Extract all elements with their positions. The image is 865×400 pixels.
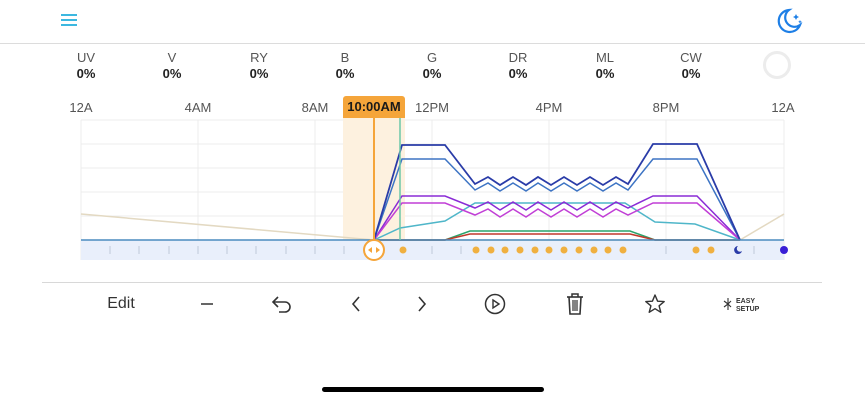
play-button[interactable] (482, 289, 508, 319)
play-icon (484, 293, 506, 315)
channel-v: V 0% (142, 50, 202, 82)
chart-grid (80, 119, 785, 260)
minus-button[interactable] (195, 289, 219, 319)
curve-g (374, 230, 740, 241)
channel-value: 0% (335, 66, 355, 81)
channel-value: 0% (595, 66, 615, 81)
channel-uv: UV 0% (56, 50, 116, 82)
channel-name: RY (250, 50, 268, 65)
schedule-chart[interactable] (0, 0, 865, 280)
channel-name: UV (76, 50, 96, 65)
channel-readouts: UV 0% V 0% RY 0% B 0% G 0% DR 0% ML 0% C… (0, 50, 865, 90)
channel-name: V (167, 50, 177, 65)
channel-name: B (340, 50, 350, 65)
time-label: 8PM (652, 100, 680, 115)
channel-name: G (426, 50, 438, 65)
previous-button[interactable] (344, 289, 368, 319)
channel-dr: DR 0% (488, 50, 548, 82)
channel-ml: ML 0% (575, 50, 635, 82)
chevron-right-icon (418, 296, 427, 312)
moon-marker-icon (734, 246, 742, 254)
easy-setup-icon: EASY SETUP (723, 298, 760, 313)
undo-icon (271, 296, 291, 313)
channel-value: 0% (76, 66, 96, 81)
time-label: 4PM (535, 100, 563, 115)
curve-teal (373, 202, 741, 241)
channel-b: B 0% (315, 50, 375, 82)
time-label: 12A (771, 100, 795, 115)
undo-button[interactable] (270, 289, 294, 319)
curve-ry (373, 195, 741, 241)
channel-value: 0% (681, 66, 701, 81)
moon-icon[interactable] (774, 6, 804, 36)
channel-ry: RY 0% (229, 50, 289, 82)
channel-g: G 0% (402, 50, 462, 82)
channel-name: ML (595, 50, 615, 65)
chevron-left-icon (351, 296, 360, 312)
channel-name: DR (508, 50, 528, 65)
time-label: 4AM (184, 100, 212, 115)
delete-button[interactable] (562, 289, 588, 319)
easy-setup-button[interactable]: EASY SETUP (722, 289, 762, 319)
top-bar (0, 0, 865, 44)
timeline-ticks (109, 246, 755, 254)
channel-name: CW (680, 50, 702, 65)
next-button[interactable] (410, 289, 434, 319)
curve-v (373, 158, 741, 241)
channel-value: 0% (422, 66, 442, 81)
star-icon (645, 294, 665, 313)
channel-value: 0% (508, 66, 528, 81)
curve-dr (374, 233, 740, 241)
time-axis: 12A 4AM 8AM 12PM 4PM 8PM 12A (0, 98, 865, 120)
curve-b (373, 202, 741, 241)
channel-cw: CW 0% (661, 50, 721, 82)
channel-value: 0% (162, 66, 182, 81)
easy-setup-text-2: SETUP (736, 306, 760, 313)
time-label: 8AM (301, 100, 329, 115)
toolbar: Edit (0, 285, 865, 323)
home-indicator (322, 387, 544, 392)
current-time-badge[interactable]: 10:00AM (343, 96, 405, 118)
favorite-button[interactable] (642, 289, 668, 319)
edit-button[interactable]: Edit (96, 289, 146, 319)
menu-icon[interactable] (60, 12, 78, 28)
schedule-points[interactable] (399, 246, 715, 254)
time-drag-handle[interactable] (363, 239, 385, 261)
easy-setup-text-1: EASY (736, 298, 755, 305)
channel-value: 0% (249, 66, 269, 81)
intensity-ring[interactable] (763, 51, 791, 79)
minus-icon (201, 303, 213, 305)
end-point[interactable] (780, 246, 788, 254)
curve-uv (373, 143, 741, 241)
trash-icon (567, 293, 583, 315)
time-label: 12PM (415, 100, 449, 115)
time-label: 12A (69, 100, 93, 115)
edit-label: Edit (107, 295, 135, 312)
toolbar-divider (42, 282, 822, 283)
